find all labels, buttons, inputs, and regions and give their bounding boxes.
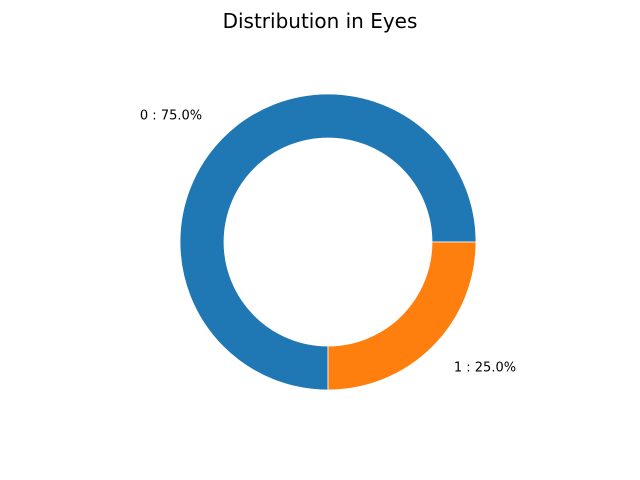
slice-1 bbox=[327, 241, 477, 391]
slice-0 bbox=[179, 93, 477, 391]
chart-title: Distribution in Eyes bbox=[223, 9, 418, 33]
slice-label-1: 1 : 25.0% bbox=[454, 360, 516, 375]
slice-label-0: 0 : 75.0% bbox=[140, 109, 202, 124]
slice-labels: 0 : 75.0% 1 : 25.0% bbox=[140, 109, 516, 376]
donut-slices bbox=[179, 93, 477, 391]
